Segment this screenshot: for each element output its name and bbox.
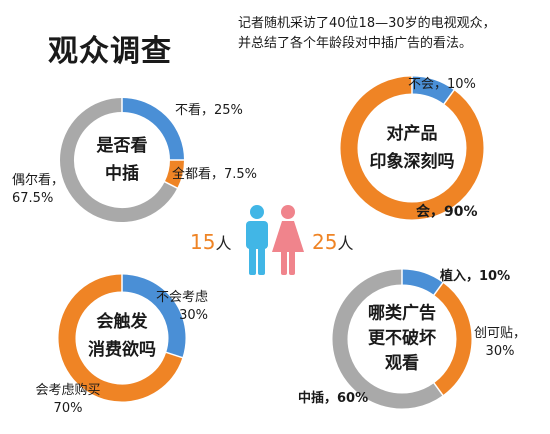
chart-1-label-not-watch-line-1: 不看，25% [175, 103, 243, 118]
female-count-unit: 人 [337, 234, 354, 253]
chart-4-label-embed-line-1: 植入，10% [440, 269, 511, 284]
chart-3-label-no-line-2: 30% [179, 308, 208, 323]
chart-3-center-line-1: 会触发 [96, 312, 148, 332]
male-count: 15人 [190, 230, 231, 254]
chart-3-center-title: 会触发 消费欲吗 [88, 308, 156, 364]
chart-4-center-line-3: 观看 [385, 353, 419, 374]
male-count-unit: 人 [215, 234, 232, 253]
male-count-value: 15 [190, 230, 216, 254]
chart-3-label-yes: 会考虑购买 70% [30, 382, 106, 418]
female-icon [272, 205, 304, 275]
chart-2-slice-2 [340, 76, 484, 220]
description-line-2: 并总结了各个年龄段对中插广告的看法。 [238, 36, 473, 51]
chart-2-label-yes: 会，90% [416, 203, 478, 221]
chart-2-center-title: 对产品 印象深刻吗 [370, 120, 455, 176]
chart-2-center-line-1: 对产品 [386, 124, 438, 144]
chart-2-slice-1 [411, 76, 455, 105]
chart-3-label-no: 不会考虑 30% [146, 289, 208, 325]
chart-1-label-sometimes-line-1: 偶尔看， [12, 173, 65, 188]
chart-4-slice-2 [433, 282, 472, 396]
chart-1-center-line-1: 是否看 [96, 136, 148, 156]
chart-4-center-title: 哪类广告 更不破坏 观看 [368, 302, 436, 377]
chart-1-separator-3 [163, 180, 179, 190]
chart-3-label-no-line-1: 不会考虑 [155, 290, 208, 305]
chart-1-slice-3 [60, 98, 178, 222]
chart-2-label-no-line-1: 不会，10% [408, 77, 476, 92]
chart-4-slice-1 [401, 269, 443, 296]
chart-4-separator-2 [432, 281, 445, 297]
chart-2-label-yes-line-1: 会，90% [416, 204, 478, 220]
chart-2-separator-2 [442, 88, 456, 106]
survey-description: 记者随机采访了40位18—30岁的电视观众， 并总结了各个年龄段对中插广告的看法… [238, 14, 496, 54]
chart-3-center-line-2: 消费欲吗 [88, 340, 156, 360]
chart-4-label-midroll-line-1: 中插，60% [298, 391, 369, 406]
chart-4-center-line-1: 哪类广告 [368, 303, 436, 324]
page-title: 观众调查 [48, 34, 172, 69]
chart-3-slice-1 [121, 274, 186, 358]
chart-1-slice-2 [164, 159, 184, 189]
chart-4-label-midroll: 中插，60% [298, 390, 368, 408]
female-count-value: 25 [312, 230, 338, 254]
chart-2-label-no: 不会，10% [408, 76, 476, 94]
chart-4-slice-3 [332, 269, 443, 409]
female-count: 25人 [312, 230, 353, 254]
chart-4-label-embed: 植入，10% [440, 268, 510, 286]
chart-1-label-watch-all-line-1: 全都看，7.5% [172, 167, 258, 182]
chart-4-label-bandaid-line-1: 创可贴， [474, 326, 527, 341]
male-icon [246, 205, 268, 275]
chart-1-slice-1 [121, 98, 184, 161]
chart-1-label-sometimes-line-2: 67.5% [12, 191, 54, 206]
chart-4-separator-3 [432, 381, 445, 397]
chart-1-label-sometimes: 偶尔看， 67.5% [12, 172, 64, 208]
chart-3-label-yes-line-2: 70% [53, 401, 83, 416]
description-line-1: 记者随机采访了40位18—30岁的电视观众， [238, 16, 496, 31]
chart-4-label-bandaid: 创可贴， 30% [474, 325, 526, 361]
chart-3-slice-2 [58, 274, 183, 402]
chart-4-center-line-2: 更不破坏 [368, 328, 436, 349]
chart-1-center-line-2: 中插 [105, 164, 139, 184]
chart-1-label-not-watch: 不看，25% [175, 102, 243, 120]
chart-3-label-yes-line-1: 会考虑购买 [35, 383, 101, 398]
chart-1-center-title: 是否看 中插 [97, 132, 148, 188]
chart-4-label-bandaid-line-2: 30% [485, 344, 515, 359]
chart-2-center-line-2: 印象深刻吗 [369, 152, 455, 172]
chart-1-label-watch-all: 全都看，7.5% [172, 166, 257, 184]
chart-3-separator-2 [165, 351, 184, 359]
